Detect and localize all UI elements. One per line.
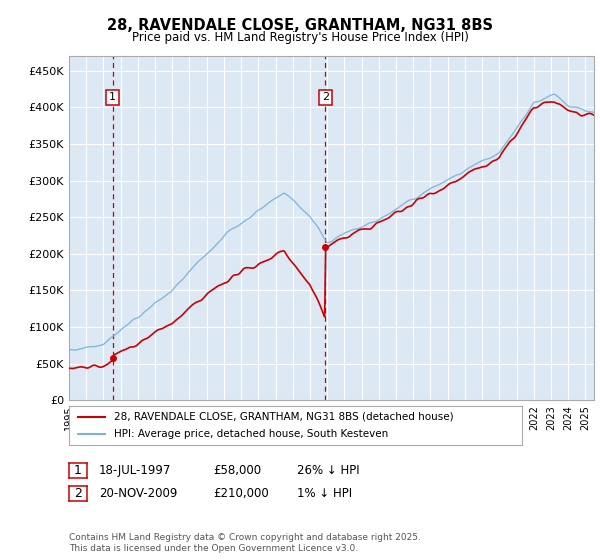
- Text: 28, RAVENDALE CLOSE, GRANTHAM, NG31 8BS (detached house): 28, RAVENDALE CLOSE, GRANTHAM, NG31 8BS …: [115, 412, 454, 422]
- Text: 26% ↓ HPI: 26% ↓ HPI: [297, 464, 359, 477]
- Text: 2: 2: [74, 487, 82, 500]
- Text: 20-NOV-2009: 20-NOV-2009: [99, 487, 178, 501]
- Text: 1: 1: [109, 92, 116, 102]
- Text: HPI: Average price, detached house, South Kesteven: HPI: Average price, detached house, Sout…: [115, 429, 389, 439]
- Text: £58,000: £58,000: [213, 464, 261, 477]
- Text: £210,000: £210,000: [213, 487, 269, 501]
- Text: 18-JUL-1997: 18-JUL-1997: [99, 464, 172, 477]
- Text: Contains HM Land Registry data © Crown copyright and database right 2025.
This d: Contains HM Land Registry data © Crown c…: [69, 533, 421, 553]
- Text: Price paid vs. HM Land Registry's House Price Index (HPI): Price paid vs. HM Land Registry's House …: [131, 31, 469, 44]
- Text: 2: 2: [322, 92, 329, 102]
- Text: 28, RAVENDALE CLOSE, GRANTHAM, NG31 8BS: 28, RAVENDALE CLOSE, GRANTHAM, NG31 8BS: [107, 18, 493, 33]
- Text: 1: 1: [74, 464, 82, 477]
- Text: 1% ↓ HPI: 1% ↓ HPI: [297, 487, 352, 501]
